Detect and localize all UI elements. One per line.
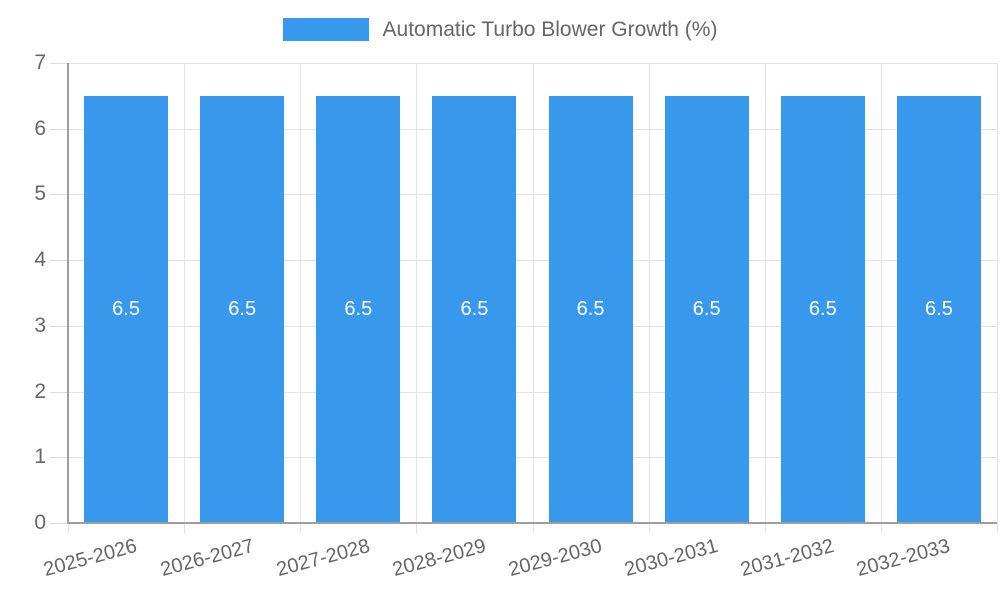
y-axis-tick-label: 6 bbox=[34, 116, 46, 140]
x-axis-line bbox=[67, 522, 997, 524]
x-axis-tick bbox=[68, 523, 69, 533]
y-axis-line bbox=[67, 63, 69, 523]
y-axis-tick bbox=[50, 194, 68, 196]
bar-value-label: 6.5 bbox=[692, 298, 721, 321]
legend-item[interactable]: Automatic Turbo Blower Growth (%) bbox=[282, 18, 718, 41]
gridline-v bbox=[532, 63, 534, 533]
bar-value-label: 6.5 bbox=[112, 298, 140, 321]
gridline-v bbox=[764, 63, 766, 533]
y-axis-tick bbox=[50, 63, 68, 64]
y-axis-tick bbox=[50, 523, 68, 524]
y-axis-tick-label: 2 bbox=[34, 379, 46, 403]
bar bbox=[548, 95, 633, 523]
y-axis-tick-label: 4 bbox=[34, 248, 46, 272]
legend-swatch-icon bbox=[282, 18, 369, 41]
x-axis-tick-label: 2029-2030 bbox=[506, 535, 605, 582]
bar-value-label: 6.5 bbox=[460, 298, 489, 321]
chart-legend: Automatic Turbo Blower Growth (%) bbox=[0, 18, 1000, 41]
y-axis-tick bbox=[50, 325, 68, 327]
bar-value-label: 6.5 bbox=[344, 298, 373, 321]
x-axis-tick-label: 2027-2028 bbox=[273, 535, 373, 582]
gridline-v bbox=[300, 63, 302, 533]
y-axis-tick bbox=[50, 391, 68, 393]
legend-label: Automatic Turbo Blower Growth (%) bbox=[382, 18, 718, 41]
y-axis-tick-label: 3 bbox=[34, 313, 46, 337]
gridline-v bbox=[997, 63, 998, 533]
y-axis-tick bbox=[50, 260, 68, 262]
y-axis-tick bbox=[50, 457, 68, 459]
bar-value-label: 6.5 bbox=[925, 298, 953, 321]
x-axis-tick-label: 2032-2033 bbox=[854, 535, 953, 582]
gridline-v bbox=[648, 63, 650, 533]
bar bbox=[780, 95, 865, 523]
bar bbox=[200, 95, 285, 523]
y-axis-tick-label: 0 bbox=[34, 511, 46, 534]
bar bbox=[316, 95, 401, 523]
bar-value-label: 6.5 bbox=[228, 298, 257, 321]
y-axis-tick-label: 1 bbox=[34, 445, 46, 469]
x-axis-tick-label: 2030-2031 bbox=[622, 535, 721, 582]
bar-value-label: 6.5 bbox=[576, 298, 605, 321]
bar bbox=[84, 95, 169, 523]
y-axis-tick bbox=[50, 128, 68, 130]
bar bbox=[896, 95, 981, 523]
gridline-v bbox=[184, 63, 186, 533]
x-axis-tick-label: 2026-2027 bbox=[157, 535, 256, 582]
x-axis-tick-label: 2025-2026 bbox=[41, 535, 140, 582]
gridline-v bbox=[416, 63, 418, 533]
bar bbox=[432, 95, 517, 523]
gridline-v bbox=[880, 63, 882, 533]
y-axis-tick-label: 5 bbox=[34, 182, 46, 206]
x-axis-tick-label: 2031-2032 bbox=[738, 535, 837, 582]
bar bbox=[664, 95, 749, 523]
y-axis-tick-label: 7 bbox=[34, 51, 46, 74]
bar-value-label: 6.5 bbox=[808, 298, 837, 321]
x-axis-tick-label: 2028-2029 bbox=[390, 535, 489, 582]
